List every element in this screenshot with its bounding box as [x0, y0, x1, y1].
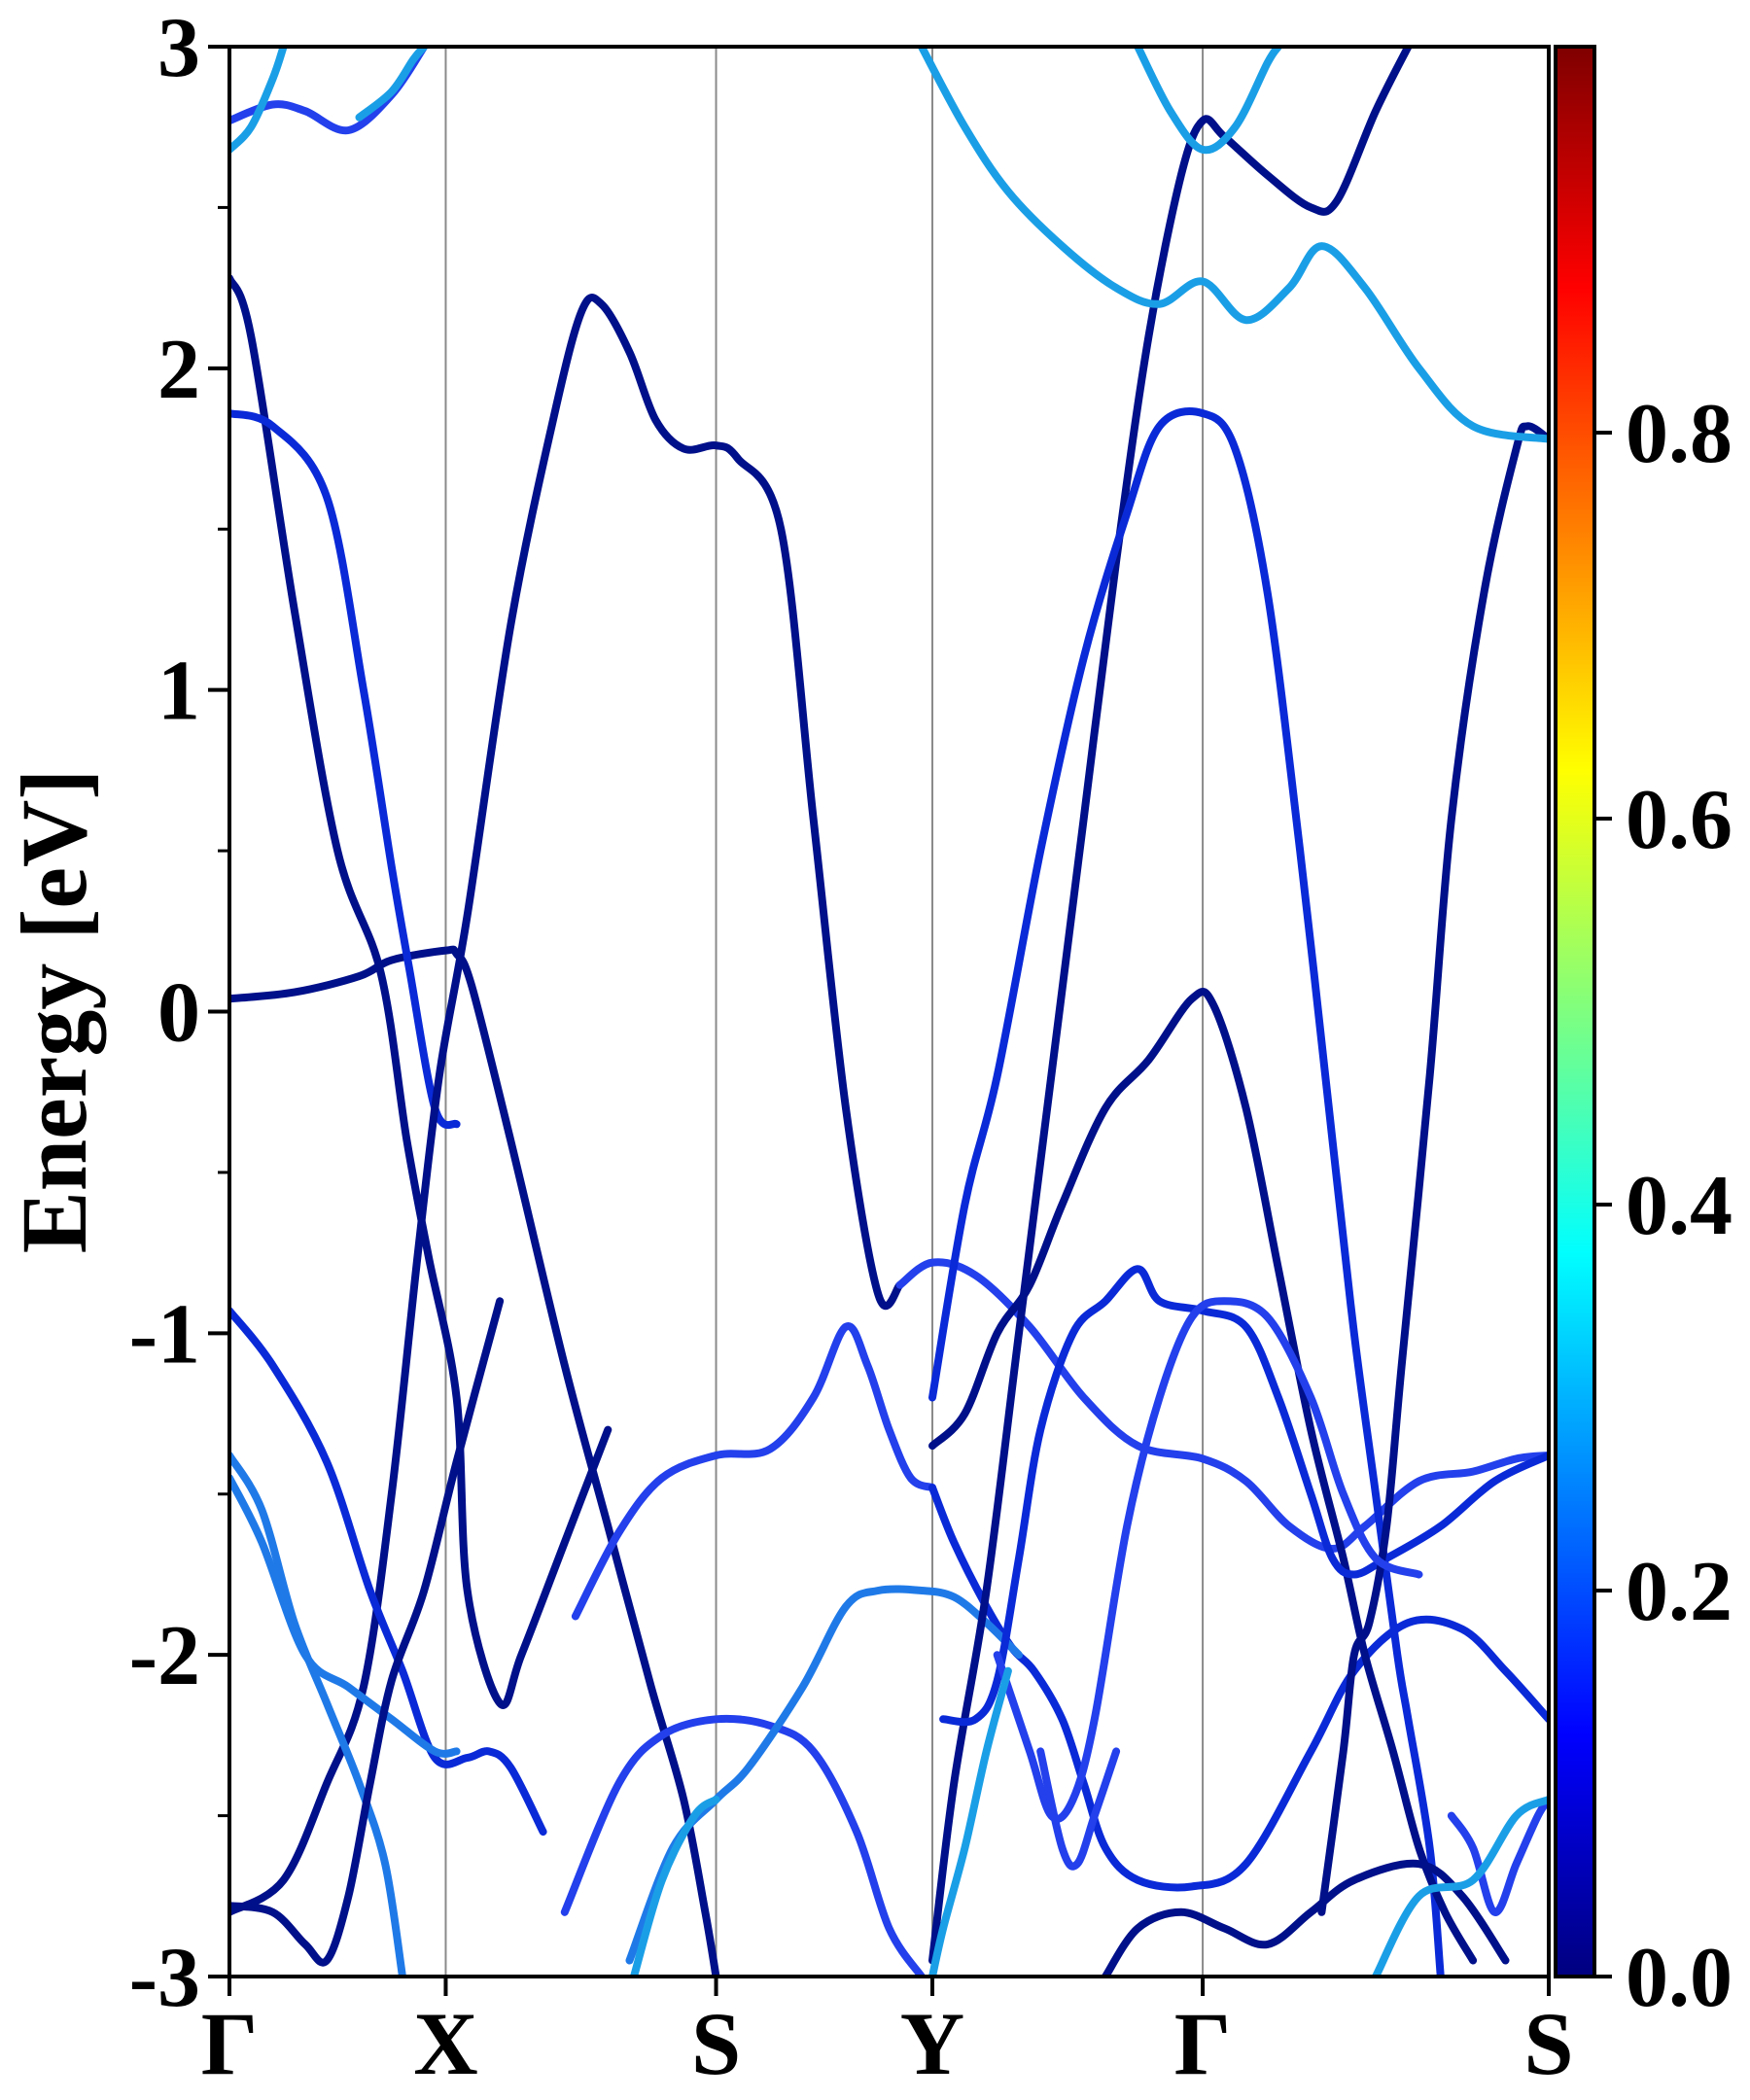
x-tick-label: S — [1523, 1994, 1573, 2093]
y-tick-label: -2 — [129, 1609, 200, 1703]
band-line-22 — [1447, 1796, 1549, 1916]
band-line-5 — [895, 1258, 1549, 1553]
band-line-21 — [1102, 1859, 1510, 1977]
colorbar-tick-label: 0.6 — [1626, 773, 1732, 867]
y-tick-label: 3 — [158, 1, 200, 95]
colorbar-tick-label: 0.0 — [1626, 1931, 1732, 2025]
band-line-20 — [993, 1297, 1423, 1823]
band-line-9 — [229, 1297, 505, 1967]
band-line-28 — [1134, 47, 1282, 155]
y-axis: 3 2 1 0 -1 -2 -3 — [129, 1, 229, 2025]
band-line-17 — [928, 988, 1478, 1965]
band-line-16 — [928, 407, 1445, 1977]
band-line-6 — [229, 1307, 547, 1837]
x-tick-label: Γ — [201, 1994, 259, 2093]
band-line-26 — [355, 47, 429, 122]
band-line-30 — [1036, 1747, 1121, 1871]
band-line-3 — [229, 409, 461, 1130]
y-tick-label: -3 — [129, 1931, 200, 2025]
band-line-23 — [1372, 1796, 1549, 1977]
band-line-15 — [928, 47, 1413, 1965]
band-lines — [229, 47, 1549, 1977]
y-tick-label: 0 — [158, 966, 200, 1061]
band-line-12 — [560, 1714, 926, 1977]
x-tick-label: Y — [900, 1994, 964, 2093]
band-line-10 — [571, 1322, 936, 1621]
band-line-8 — [229, 1452, 406, 1977]
band-line-4 — [229, 294, 904, 1916]
band-line-19 — [1317, 422, 1549, 1916]
band-line-7 — [229, 1474, 461, 1758]
k-point-gridlines — [444, 47, 1205, 1977]
colorbar-axis: 0.0 0.2 0.4 0.6 0.8 — [1594, 387, 1732, 2025]
band-line-29 — [928, 1666, 1012, 1977]
band-line-25 — [229, 47, 288, 154]
y-axis-label: Energy [eV] — [2, 769, 106, 1254]
y-tick-label: 1 — [158, 645, 200, 739]
band-line-13 — [625, 1585, 1023, 1965]
band-line-27 — [917, 47, 1549, 443]
band-line-14 — [630, 1796, 720, 1977]
y-tick-label: 2 — [158, 323, 200, 417]
band-line-1 — [229, 945, 720, 1977]
colorbar-tick-label: 0.8 — [1626, 387, 1732, 481]
x-tick-label: Γ — [1174, 1994, 1232, 2093]
colorbar-tick-label: 0.2 — [1626, 1545, 1732, 1639]
colorbar-tick-label: 0.4 — [1626, 1159, 1732, 1253]
x-tick-label: S — [691, 1994, 741, 2093]
y-tick-label: -1 — [129, 1287, 200, 1382]
x-tick-label: X — [413, 1994, 477, 2093]
colorbar — [1554, 45, 1596, 1978]
